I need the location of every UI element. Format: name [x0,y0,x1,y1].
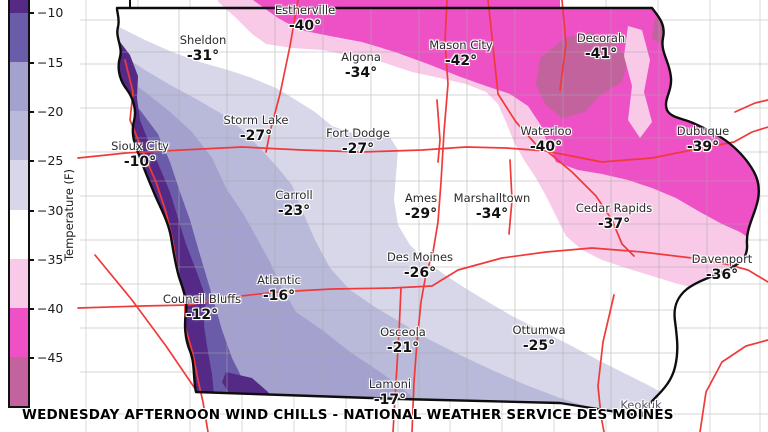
tick-label: −30 [37,203,64,218]
band-minus15-20b [117,72,420,416]
highway-i35-south [392,287,402,432]
colorbar-tick [29,259,34,261]
highway-estherville [265,0,299,153]
colorbar-seg-3 [10,111,28,160]
tick-label: −25 [37,153,64,168]
colorbar-seg-6 [10,259,28,308]
highway-us20-east [545,126,768,163]
colorbar-tick [29,357,34,359]
colorbar-seg-8 [10,357,28,406]
band-below-minus45-patch [536,32,628,118]
highway-hwy14 [508,159,513,235]
highway-ne-stub [734,99,768,113]
highway-ottumwa [597,294,615,432]
colorbar-tick [29,308,34,310]
colorbar-axis-label: Temperature (F) [62,168,76,262]
colorbar-seg-5 [10,210,28,259]
colorbar-seg-0 [10,0,28,13]
colorbar-seg-4 [10,160,28,210]
highway-i380 [547,151,635,257]
colorbar-tick [29,12,34,14]
map-caption: WEDNESDAY AFTERNOON WIND CHILLS - NATION… [22,407,674,423]
highway-i35 [411,0,449,432]
iowa-state-border [115,6,760,418]
pink-strip-ne [624,26,652,138]
colorbar-tick [29,210,34,212]
highway-sw-diagonal [94,254,197,391]
colorbar-tick [29,62,34,64]
colorbar-seg-1 [10,13,28,62]
colorbar-seg-7 [10,308,28,357]
highway-us20 [77,146,547,159]
colorbar-tick [29,111,34,113]
colorbar-seg-2 [10,62,28,111]
highway-se-stub [699,339,768,432]
tick-label: −20 [37,104,64,119]
highway-us218 [487,0,541,150]
temperature-colorbar [8,0,30,408]
highway-hwy4 [436,99,441,163]
colorbar-tick [29,160,34,162]
tick-label: −45 [37,350,64,365]
tick-label: −10 [37,5,64,20]
inside-county-grid [117,8,759,412]
tick-label: −40 [37,301,64,316]
tick-label: −35 [37,252,64,267]
highway-decorah [559,0,567,91]
highway-i80 [77,247,768,309]
tick-label: −15 [37,55,64,70]
